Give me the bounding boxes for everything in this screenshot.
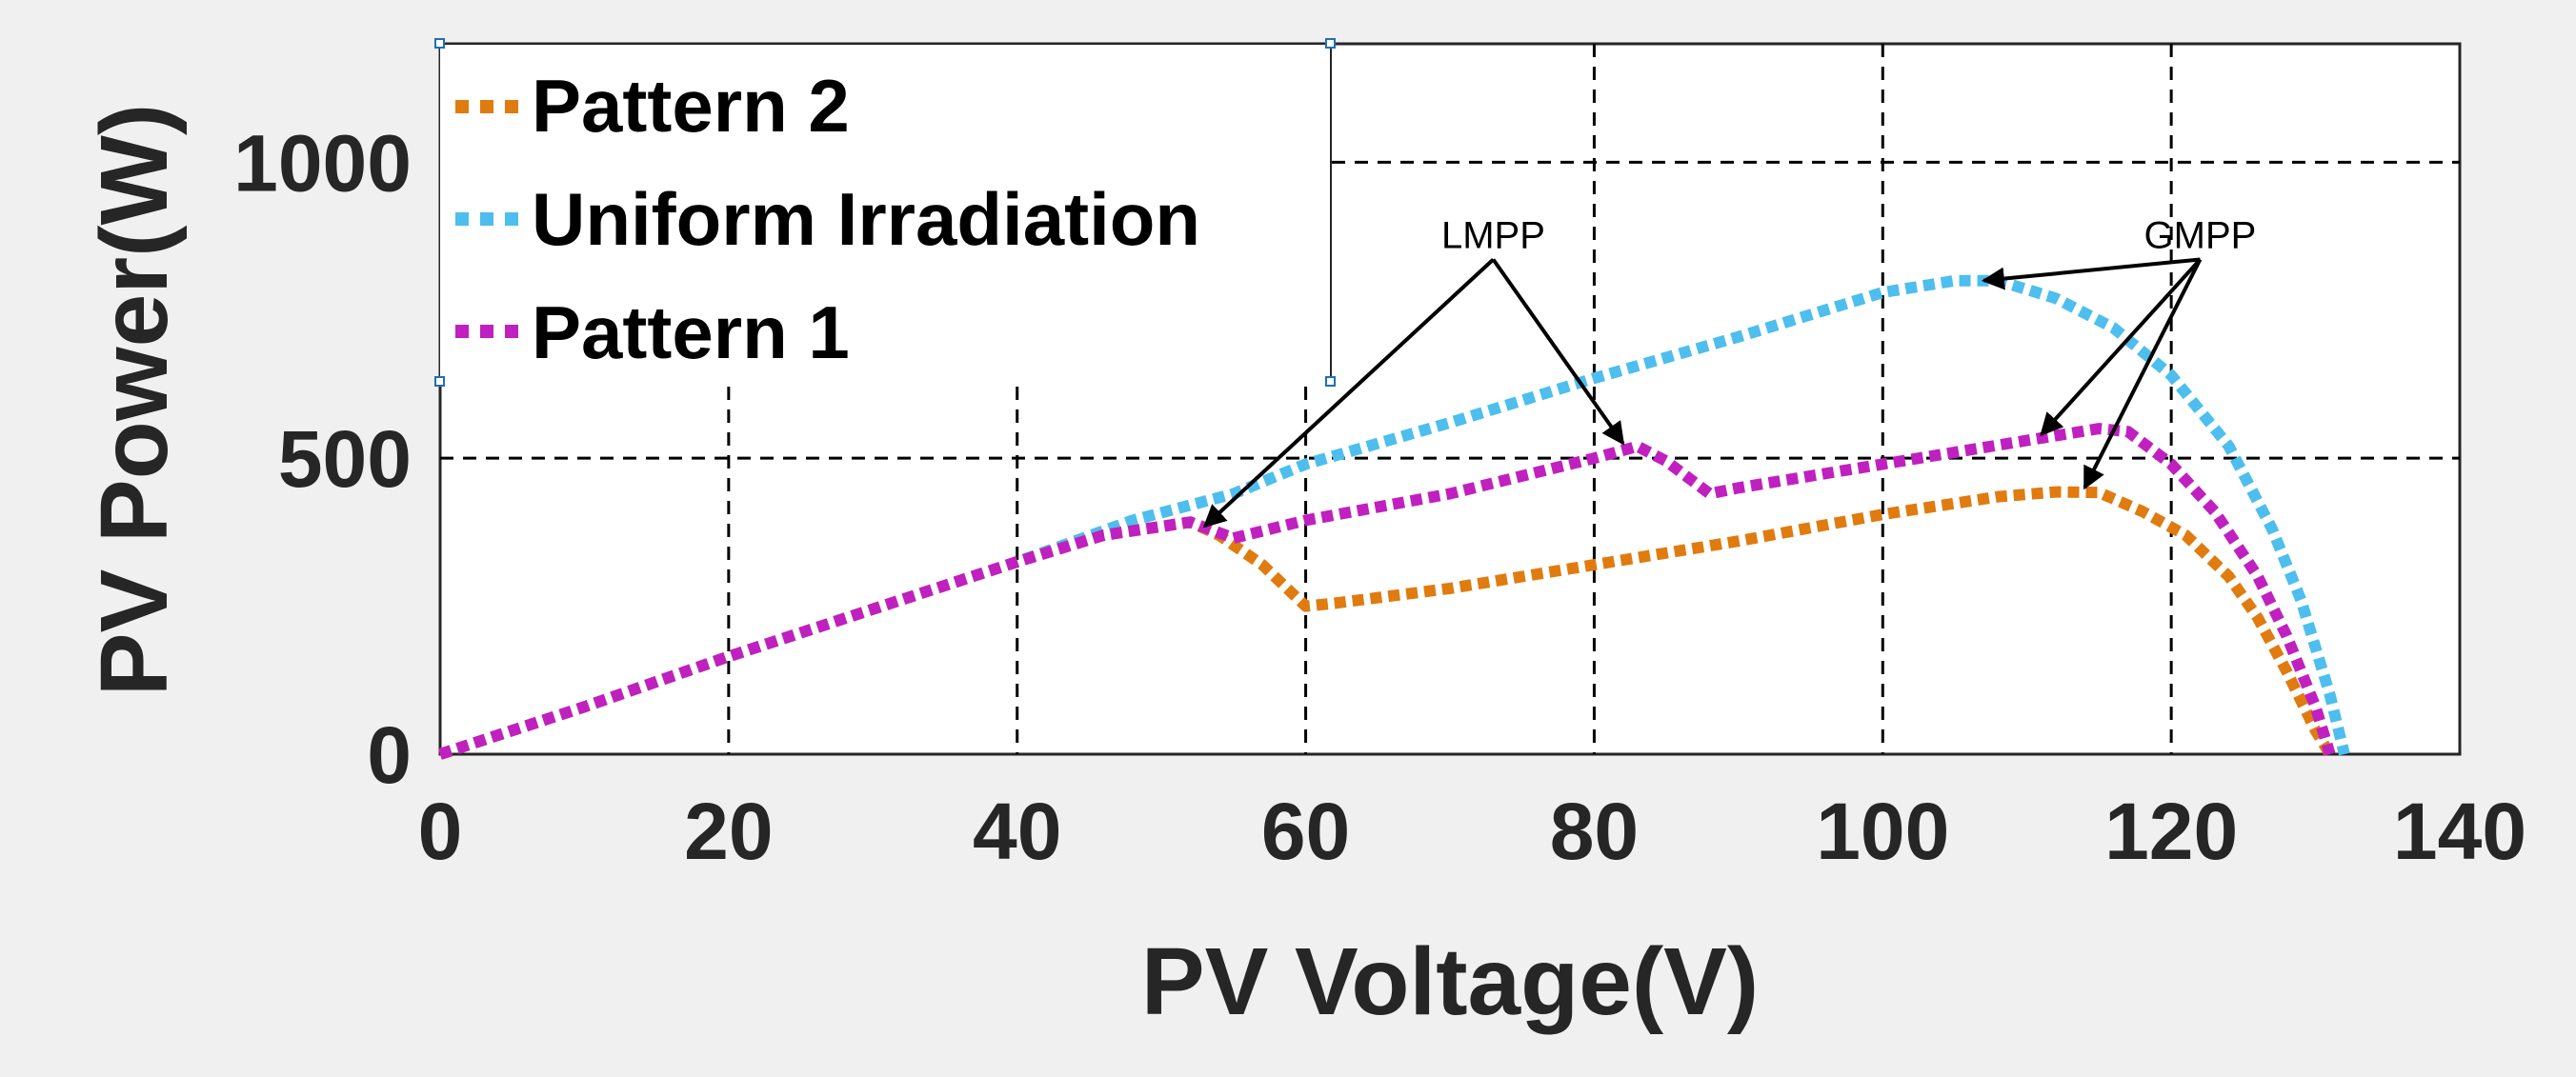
x-tick-label: 120 <box>2104 787 2238 876</box>
x-tick-label: 40 <box>973 787 1061 876</box>
x-tick-label: 140 <box>2393 787 2526 876</box>
data-series <box>438 274 2350 760</box>
legend-label-pattern-1: Pattern 1 <box>532 290 850 374</box>
x-tick-label: 20 <box>684 787 773 876</box>
legend-handle-icon[interactable] <box>434 38 445 49</box>
legend: Pattern 2 Uniform Irradiation Pattern 1 <box>434 38 1336 387</box>
annotation-arrow-lmpp <box>1491 258 1625 446</box>
series-line-pattern-1 <box>438 423 2336 760</box>
annotation-label-lmpp: LMPP <box>1441 214 1545 256</box>
x-tick-label: 0 <box>418 787 463 876</box>
annotation-arrow-gmpp <box>1981 257 2201 290</box>
x-tick-label: 100 <box>1816 787 1949 876</box>
x-tick-label: 60 <box>1261 787 1350 876</box>
y-axis-title: PV Power(W) <box>81 104 188 696</box>
annotation-arrow-gmpp <box>2083 258 2203 490</box>
y-tick-label: 1000 <box>233 118 412 208</box>
annotation-arrow-gmpp <box>2040 258 2202 437</box>
annotation-label-gmpp: GMPP <box>2144 214 2257 256</box>
legend-handle-icon[interactable] <box>434 376 445 387</box>
legend-handle-icon[interactable] <box>1325 376 1336 387</box>
tick-labels: 0 20 40 60 80 100 120 140 0 500 1000 <box>233 118 2526 876</box>
annotation-arrow-lmpp <box>1202 258 1495 529</box>
annotations: LMPP GMPP <box>1202 214 2257 529</box>
legend-label-pattern-2: Pattern 2 <box>532 64 850 148</box>
x-tick-label: 80 <box>1550 787 1639 876</box>
legend-label-uniform-irradiation: Uniform Irradiation <box>532 177 1200 261</box>
legend-handle-icon[interactable] <box>1325 38 1336 49</box>
y-tick-label: 500 <box>278 414 412 504</box>
legend-box <box>440 44 1331 382</box>
y-tick-label: 0 <box>367 710 412 800</box>
x-axis-title: PV Voltage(V) <box>1141 928 1759 1035</box>
